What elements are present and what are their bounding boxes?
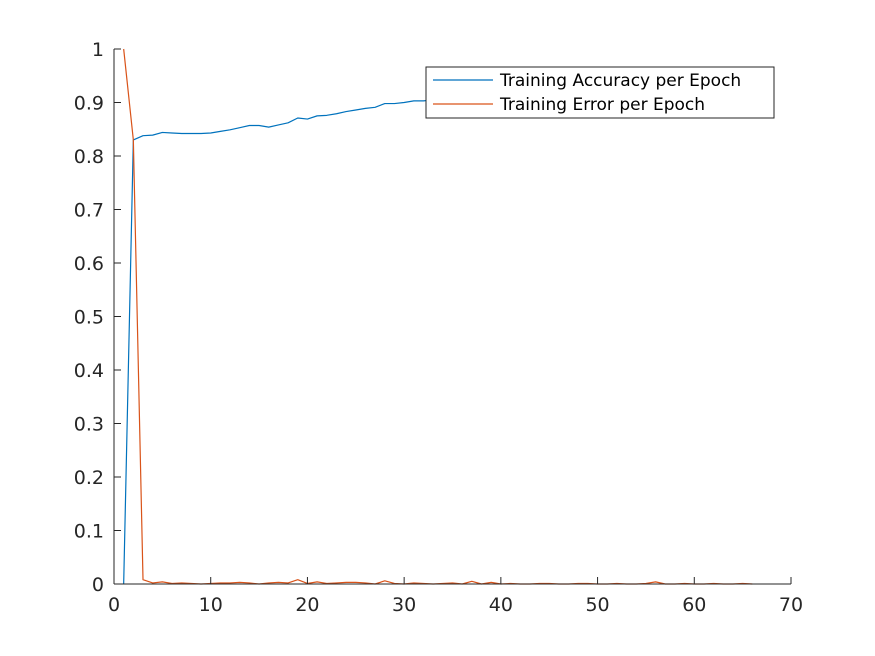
series-line-1 [123,99,434,585]
y-tick-label: 0.5 [74,307,104,329]
y-tick-label: 0.7 [74,200,104,222]
x-tick-label: 60 [682,594,706,616]
legend-box [425,66,775,119]
x-tick-label: 20 [295,594,319,616]
tick-labels: 0 10 20 30 40 50 60 70 0 0.1 0.2 0.3 0.4 0.5 0.6 0.7 0.8… [74,39,803,616]
y-tick-label: 0.1 [74,521,104,543]
legend-label-1: Training Accuracy per Epoch [499,71,741,91]
y-tick-label: 0.8 [74,146,104,168]
x-tick-label: 40 [489,594,513,616]
x-tick-label: 50 [585,594,609,616]
y-tick-label: 0.2 [74,467,104,489]
x-tick-label: 70 [779,594,803,616]
series-line-2 [123,48,753,585]
y-tick-label: 0.3 [74,414,104,436]
axes [113,48,792,585]
y-tick-label: 0.6 [74,253,104,275]
y-tick-label: 0 [92,574,104,596]
x-tick-label: 0 [108,594,120,616]
x-tick-label: 30 [392,594,416,616]
y-tick-label: 0.4 [74,360,104,382]
legend-label-2: Training Error per Epoch [499,95,705,115]
legend: Training Accuracy per Epoch Training Erro… [425,66,775,119]
plot-area [123,48,753,585]
y-tick-label: 1 [92,39,104,61]
y-tick-label: 0.9 [74,93,104,115]
x-tick-label: 10 [199,594,223,616]
